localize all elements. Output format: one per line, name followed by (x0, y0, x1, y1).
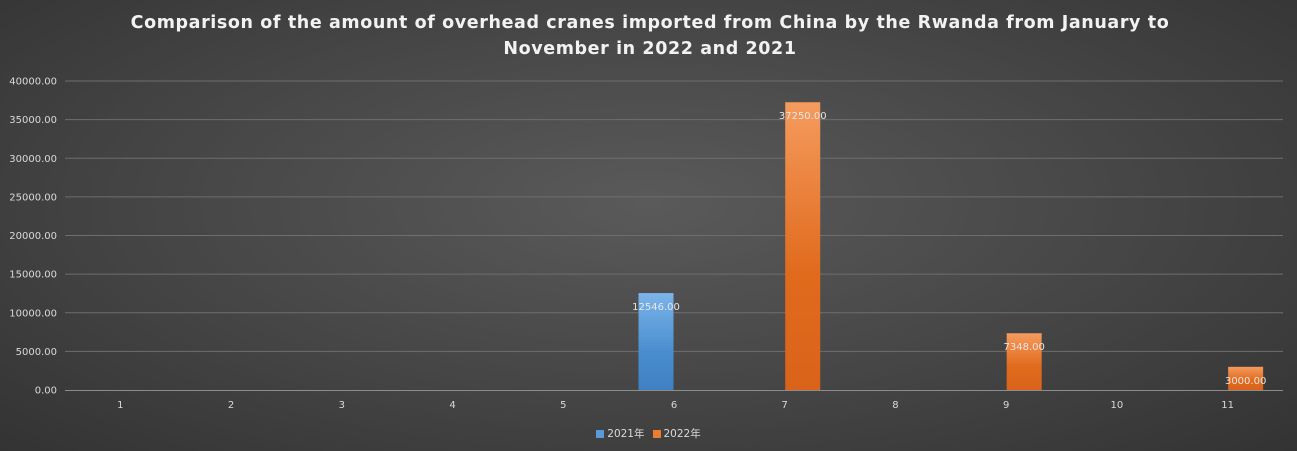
y-tick-label-7: 35000.00 (9, 115, 57, 126)
x-tick-label-4: 4 (449, 400, 455, 411)
legend-item-2022: 2022年 (652, 426, 701, 441)
y-tick-label-1: 5000.00 (16, 347, 57, 358)
bar-2022年-7 (785, 102, 821, 391)
bar-2022年-9 (1006, 333, 1042, 390)
y-tick-label-5: 25000.00 (9, 192, 57, 203)
x-tick-label-10: 10 (1111, 400, 1124, 411)
y-tick-label-3: 15000.00 (9, 270, 57, 281)
x-tick-label-1: 1 (117, 400, 123, 411)
y-tick-label-4: 20000.00 (9, 231, 57, 242)
x-tick-label-11: 11 (1221, 400, 1234, 411)
y-tick-label-2: 10000.00 (9, 308, 57, 319)
x-tick-label-7: 7 (782, 400, 788, 411)
data-label-2: 7348.00 (1004, 342, 1045, 353)
legend-swatch-2021 (596, 429, 605, 438)
x-tick-label-8: 8 (892, 400, 898, 411)
bar-2022年-11 (1228, 366, 1264, 390)
legend-swatch-2022 (652, 429, 661, 438)
bar-2021年-6 (638, 293, 674, 390)
data-label-0: 12546.00 (632, 302, 680, 313)
x-tick-label-5: 5 (560, 400, 566, 411)
y-tick-label-0: 0.00 (35, 386, 57, 397)
chart-title: Comparison of the amount of overhead cra… (130, 13, 1170, 59)
y-tick-label-8: 40000.00 (9, 77, 57, 88)
x-tick-label-3: 3 (339, 400, 345, 411)
legend-item-2021: 2021年 (596, 426, 645, 441)
chart-legend: 2021年 2022年 (0, 426, 1297, 441)
x-tick-label-6: 6 (671, 400, 677, 411)
data-label-1: 37250.00 (779, 111, 827, 122)
x-tick-label-9: 9 (1003, 400, 1009, 411)
y-tick-label-6: 30000.00 (9, 154, 57, 165)
data-label-3: 3000.00 (1225, 376, 1266, 387)
legend-label-2022: 2022年 (663, 428, 701, 440)
legend-label-2021: 2021年 (607, 428, 645, 440)
x-tick-label-2: 2 (228, 400, 234, 411)
